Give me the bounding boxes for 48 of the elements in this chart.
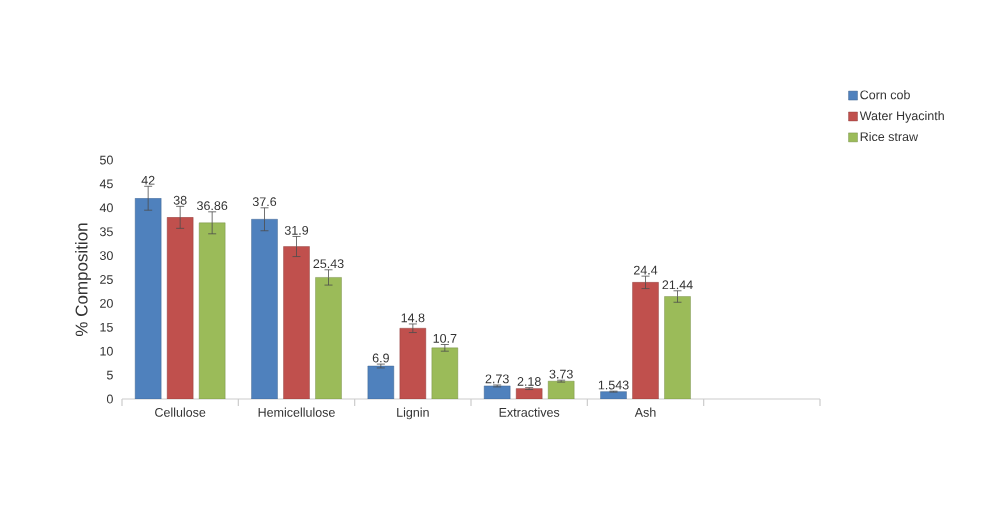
bar [134,198,162,399]
y-tick-label: 10 [100,346,113,356]
data-label: 14.8 [401,313,425,323]
y-tick-label: 50 [99,155,113,165]
data-label: 37.6 [252,197,277,207]
legend-label: Corn cob [860,90,910,100]
y-axis-title: % Composition [75,223,91,337]
data-label: 2.18 [517,377,541,386]
legend-label: Water Hyacinth [859,111,944,123]
y-tick-label: 45 [99,179,113,189]
data-label: 6.9 [372,353,389,363]
bar [367,365,395,399]
data-label: 1.543 [598,380,629,390]
y-tick-label: 5 [106,370,113,380]
data-label: 2.73 [485,374,509,384]
bar [547,380,575,399]
data-label: 21.44 [662,280,693,290]
data-label: 42 [141,175,155,185]
y-tick-label: 20 [100,298,113,308]
x-tick-label: Extractives [499,407,560,417]
bar [283,246,310,399]
y-tick-label: 40 [99,203,113,213]
data-label: 25.43 [313,259,344,269]
data-label: 36.86 [197,201,228,211]
y-tick-label: 15 [100,322,113,332]
bar [632,282,659,399]
y-tick-label: 0 [106,394,113,404]
bar [166,217,194,399]
data-label: 38 [173,195,187,205]
bar [399,328,427,399]
y-tick-label: 30 [99,251,113,261]
bar [251,219,278,399]
bar [315,277,342,399]
y-tick-label: 25 [100,275,113,284]
bar [431,347,459,399]
x-tick-label: Cellulose [155,407,206,417]
data-label: 31.9 [284,225,309,235]
x-tick-label: Hemicellulose [258,407,335,417]
x-tick-label: Lignin [397,407,429,420]
data-label: 10.7 [433,333,457,343]
legend-label: Rice straw [860,131,919,142]
data-label: 24.4 [633,265,658,275]
data-label: 3.73 [549,369,573,379]
bar [198,222,226,399]
y-tick-label: 35 [99,227,113,237]
x-tick-label: Ash [634,407,656,417]
bar [600,391,627,399]
bar [664,296,691,399]
